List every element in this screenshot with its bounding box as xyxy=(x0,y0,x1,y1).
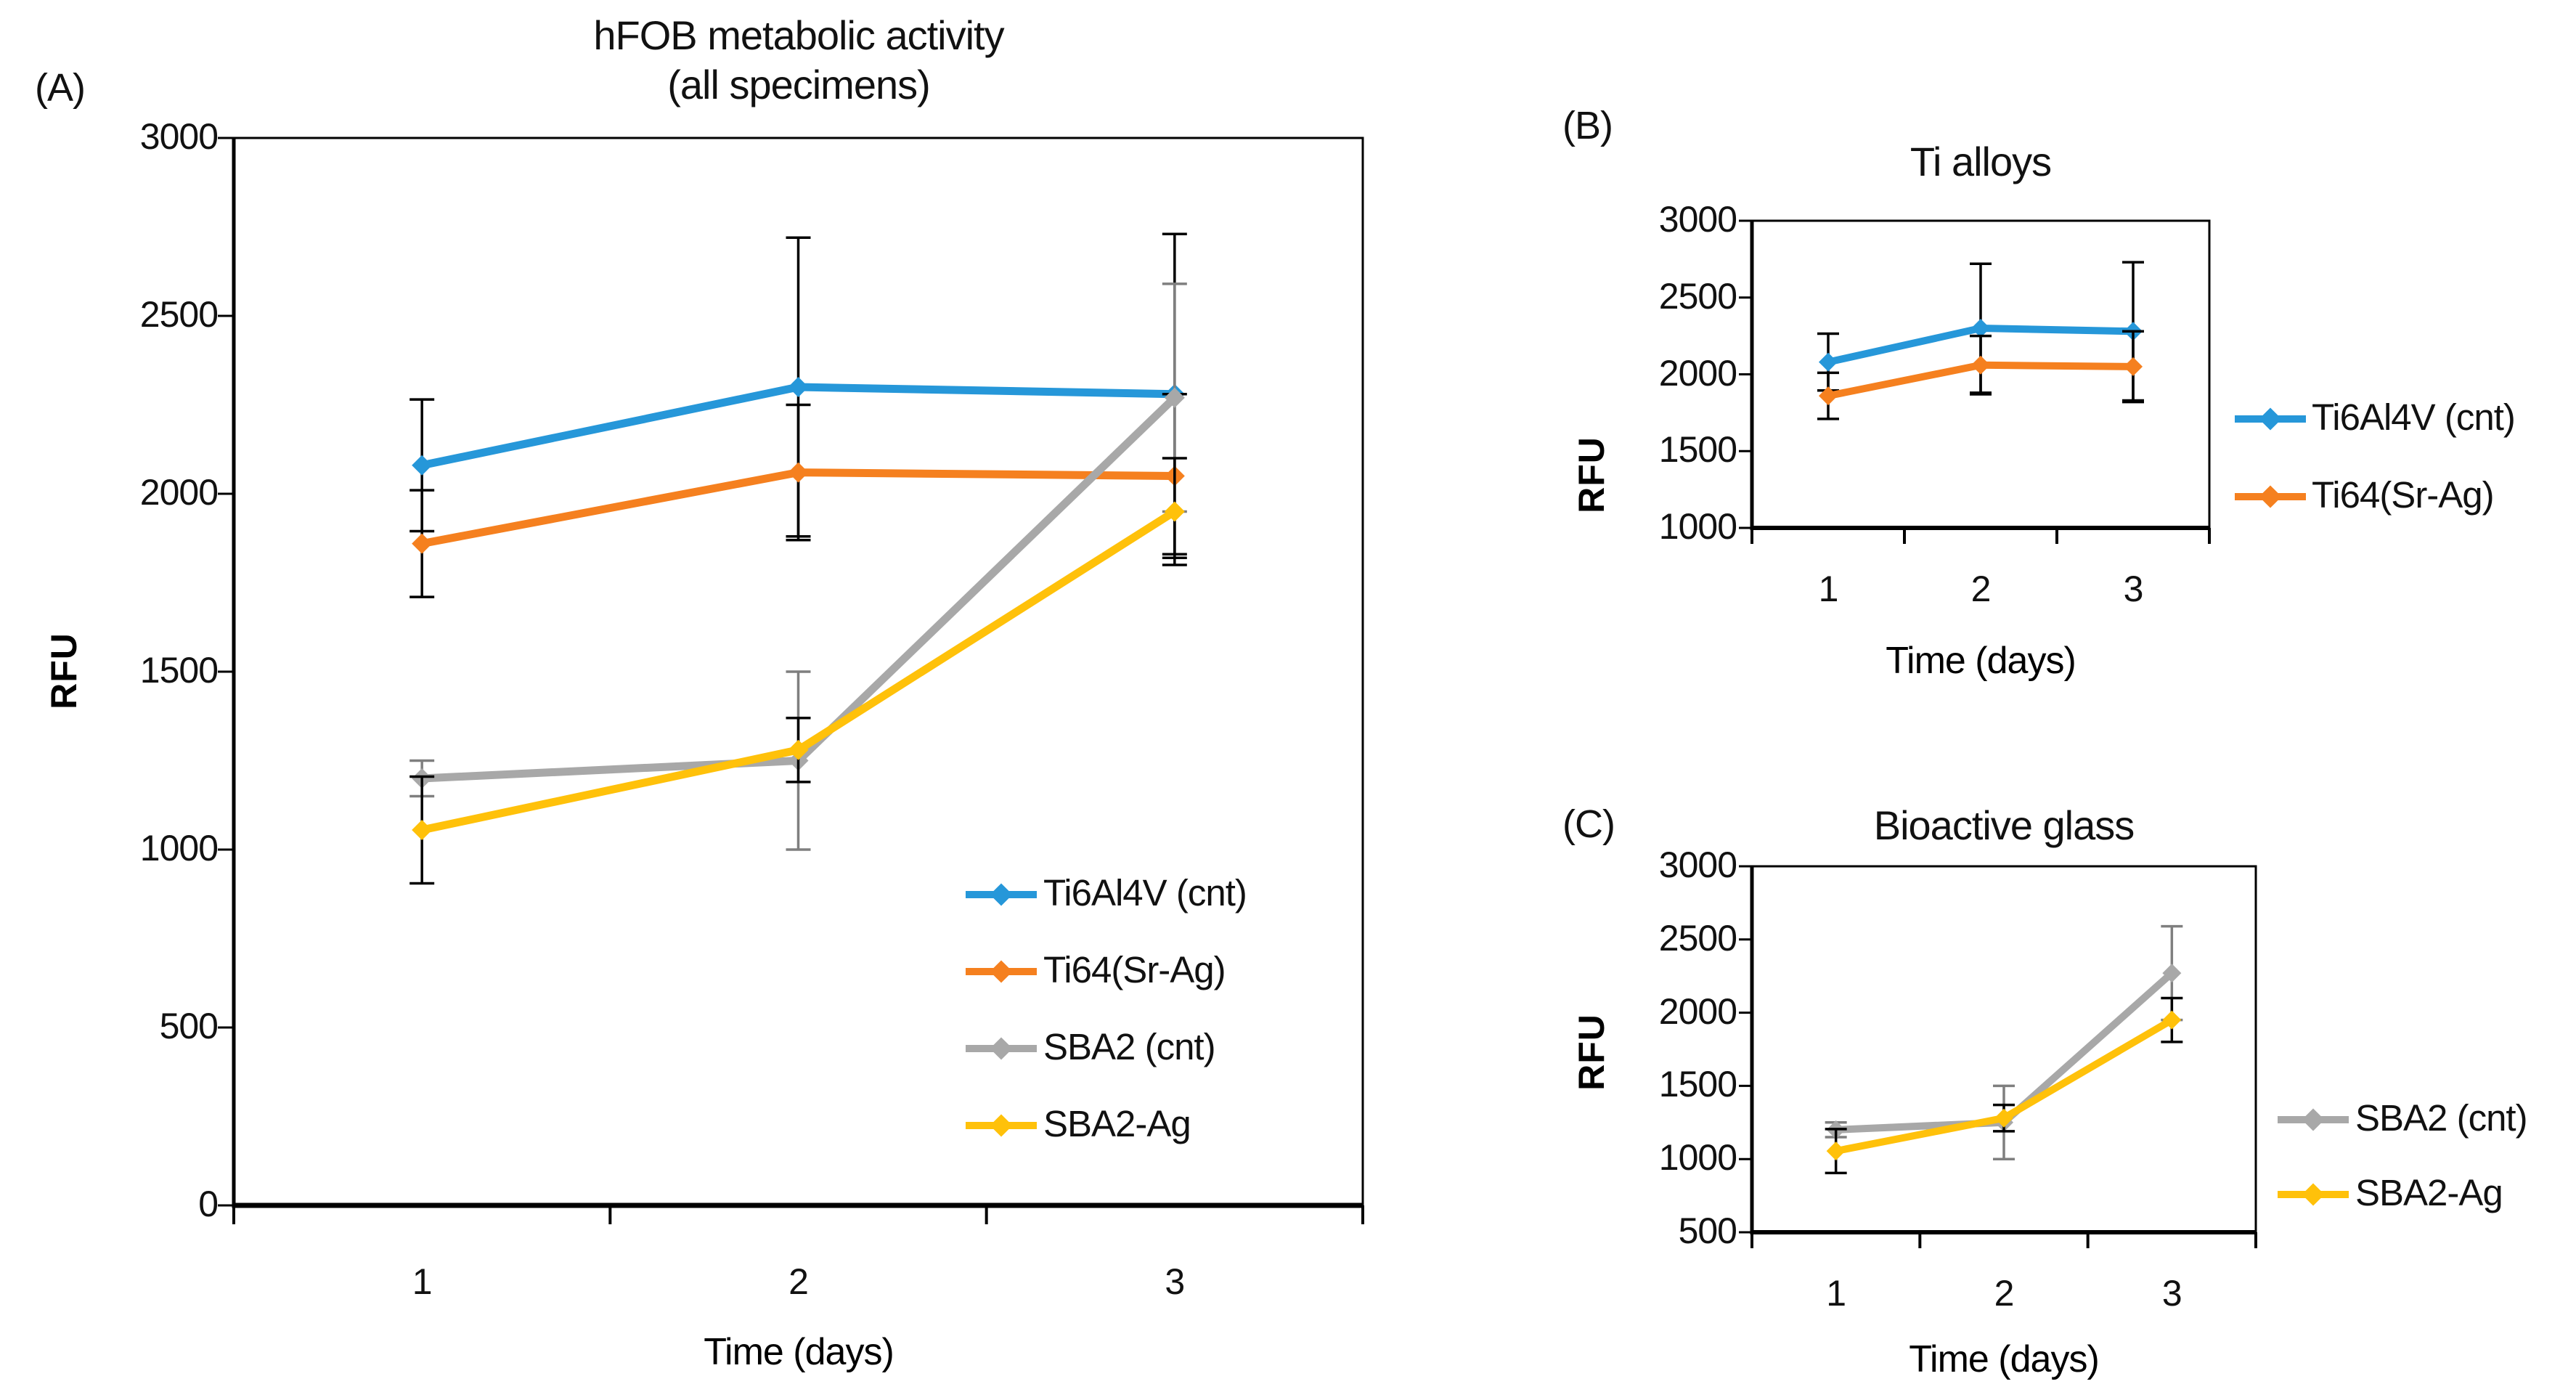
chart-B-marker xyxy=(1971,319,1990,338)
chart-B-legend-label: Ti64(Sr-Ag) xyxy=(2312,474,2495,516)
chart-A-y-tick-label: 1000 xyxy=(139,828,219,868)
chart-C-y-tick-label: 500 xyxy=(1678,1210,1737,1251)
panel-label-b: (B) xyxy=(1562,104,1613,147)
chart-A-legend-label: Ti64(Sr-Ag) xyxy=(1043,949,1226,990)
chart-A-legend-label: SBA2 (cnt) xyxy=(1043,1026,1216,1067)
chart-c-x-axis-title: Time (days) xyxy=(1909,1338,2100,1380)
chart-C-plot-border xyxy=(1750,865,2257,1234)
chart-A-x-tick-label: 2 xyxy=(788,1261,809,1302)
chart-A-x-tick-label: 1 xyxy=(412,1261,433,1302)
panel-label-c: (C) xyxy=(1562,802,1615,846)
chart-A-marker xyxy=(788,739,809,760)
chart-a-title-line2: (all specimens) xyxy=(667,62,931,107)
chart-A-y-tick-label: 500 xyxy=(159,1006,219,1046)
chart-b-x-axis-title: Time (days) xyxy=(1886,640,2076,682)
chart-B-marker xyxy=(2124,357,2143,376)
chart-C-marker xyxy=(2162,1010,2182,1030)
chart-C-marker xyxy=(2162,964,2182,983)
chart-A-legend-label: SBA2-Ag xyxy=(1043,1103,1191,1144)
chart-A-marker xyxy=(1164,501,1185,522)
chart-C-y-tick-label: 2500 xyxy=(1658,917,1737,959)
chart-B-x-tick-label: 2 xyxy=(1970,569,1992,609)
panel-label-a: (A) xyxy=(35,66,86,110)
chart-A-marker xyxy=(788,377,809,397)
chart-A-marker xyxy=(788,462,809,483)
chart-a-title-line1: hFOB metabolic activity xyxy=(593,12,1004,58)
chart-C-x-tick-label: 2 xyxy=(1994,1273,2015,1314)
chart-A-y-tick-label: 0 xyxy=(198,1184,219,1224)
chart-A-y-tick-label: 2000 xyxy=(139,472,219,513)
chart-a-x-axis-title: Time (days) xyxy=(704,1331,894,1373)
chart-C-x-tick-label: 1 xyxy=(1826,1273,1846,1314)
chart-b-title: Ti alloys xyxy=(1909,139,2052,184)
chart-A-marker xyxy=(412,820,433,841)
chart-A-marker xyxy=(412,455,433,476)
chart-A-y-tick-label: 3000 xyxy=(139,116,219,157)
chart-C-marker xyxy=(1826,1141,1846,1161)
chart-A-y-tick-label: 2500 xyxy=(139,294,219,335)
chart-C-y-tick-label: 1000 xyxy=(1658,1137,1737,1179)
chart-c-title: Bioactive glass xyxy=(1873,802,2135,848)
chart-B-y-tick-label: 3000 xyxy=(1658,199,1737,240)
chart-A-marker xyxy=(1164,387,1185,408)
chart-A-y-tick-label: 1500 xyxy=(139,650,219,691)
chart-C-x-tick-label: 3 xyxy=(2161,1273,2182,1314)
chart-C-marker xyxy=(1994,1108,2013,1128)
chart-A-x-tick-label: 3 xyxy=(1165,1261,1185,1302)
chart-B-x-tick-label: 3 xyxy=(2123,569,2144,609)
chart-B-marker xyxy=(1819,352,1838,372)
chart-C-y-tick-label: 3000 xyxy=(1658,845,1737,885)
chart-C-legend-label: SBA2 (cnt) xyxy=(2355,1097,2528,1139)
chart-B-y-tick-label: 1000 xyxy=(1658,506,1737,547)
chart-B-y-tick-label: 2000 xyxy=(1658,352,1737,394)
chart-A-marker xyxy=(412,533,433,554)
chart-C-y-tick-label: 2000 xyxy=(1658,990,1737,1032)
chart-B-marker xyxy=(1971,355,1990,375)
chart-B-marker xyxy=(1819,386,1838,406)
chart-A-legend-label: Ti6Al4V (cnt) xyxy=(1043,872,1247,913)
chart-B-y-tick-label: 2500 xyxy=(1658,275,1737,317)
chart-B-legend-label: Ti6Al4V (cnt) xyxy=(2312,396,2516,438)
chart-B-y-tick-label: 1500 xyxy=(1658,429,1737,471)
chart-B-x-tick-label: 1 xyxy=(1818,569,1839,609)
chart-C-y-tick-label: 1500 xyxy=(1658,1064,1737,1105)
chart-C-legend-label: SBA2-Ag xyxy=(2355,1172,2503,1213)
